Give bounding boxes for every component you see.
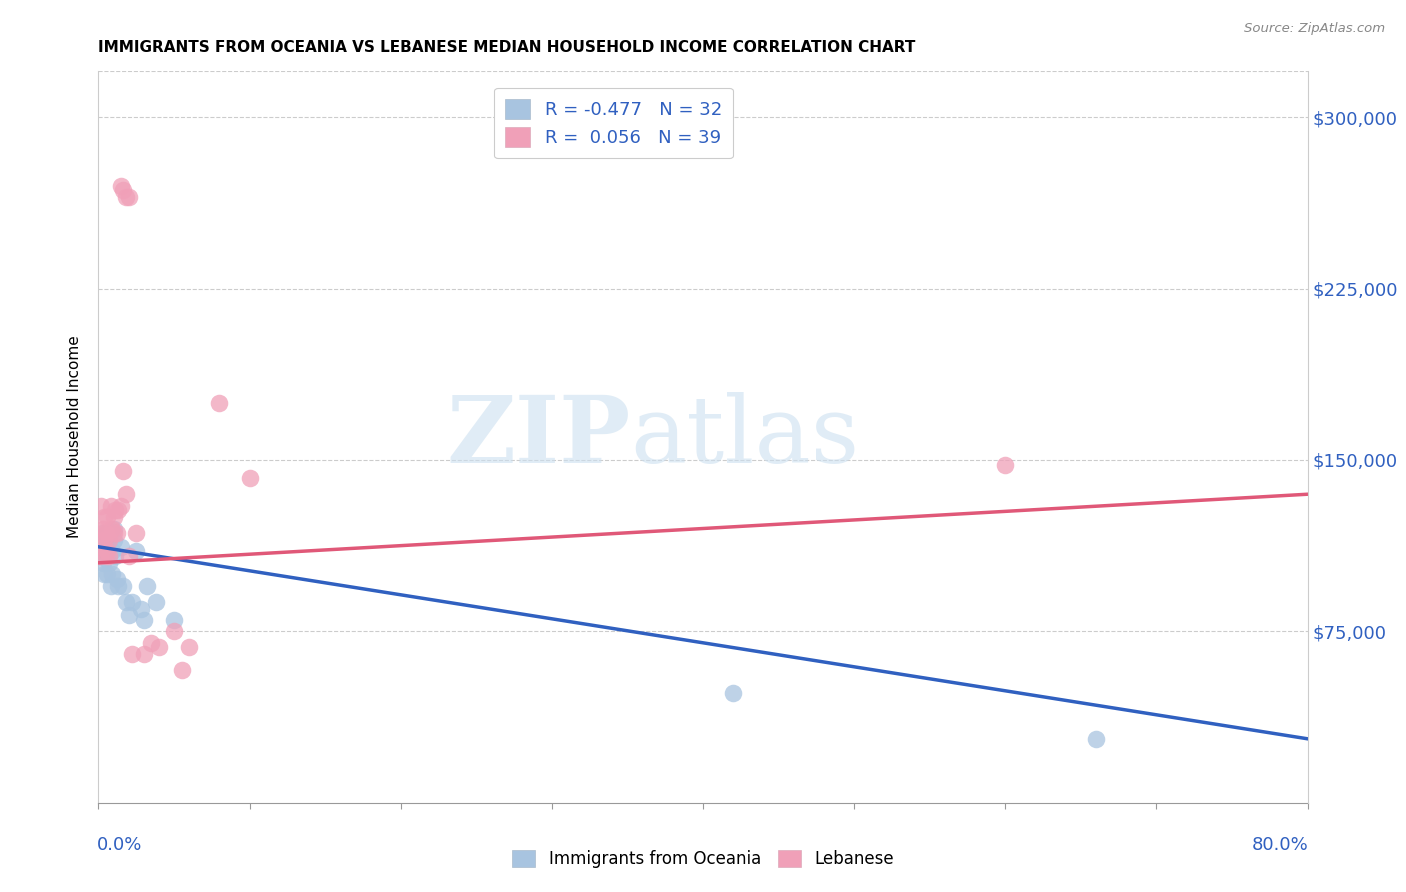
Point: [101, 567, 124, 582]
Point: [89, 549, 111, 563]
Point: [104, 503, 127, 517]
Point: [994, 458, 1017, 472]
Point: [89, 549, 111, 563]
Point: [101, 521, 124, 535]
Point: [98, 526, 121, 541]
Point: [121, 647, 143, 661]
Point: [94, 526, 117, 541]
Point: [141, 636, 163, 650]
Point: [90, 540, 112, 554]
Text: Source: ZipAtlas.com: Source: ZipAtlas.com: [1244, 22, 1385, 36]
Point: [90, 499, 112, 513]
Point: [111, 183, 134, 197]
Point: [103, 521, 125, 535]
Point: [118, 608, 141, 623]
Point: [91, 521, 114, 535]
Point: [96, 540, 118, 554]
Point: [208, 396, 231, 410]
Y-axis label: Median Household Income: Median Household Income: [67, 335, 83, 539]
Point: [101, 544, 124, 558]
Point: [110, 178, 132, 193]
Point: [91, 556, 114, 570]
Point: [105, 526, 128, 541]
Point: [105, 572, 128, 586]
Text: 0.0%: 0.0%: [97, 836, 142, 854]
Point: [94, 549, 117, 563]
Point: [125, 526, 148, 541]
Point: [132, 647, 155, 661]
Point: [98, 549, 121, 563]
Point: [118, 190, 141, 204]
Point: [100, 499, 122, 513]
Point: [91, 540, 114, 554]
Point: [239, 471, 262, 485]
Point: [94, 533, 117, 547]
Point: [96, 567, 118, 582]
Point: [111, 464, 134, 478]
Point: [94, 549, 117, 563]
Point: [163, 624, 186, 639]
Point: [103, 533, 125, 547]
Point: [125, 544, 148, 558]
Point: [103, 510, 125, 524]
Point: [129, 601, 152, 615]
Point: [91, 526, 114, 541]
Point: [111, 579, 134, 593]
Point: [118, 549, 141, 563]
Point: [107, 503, 129, 517]
Point: [96, 544, 118, 558]
Point: [110, 540, 132, 554]
Legend: Immigrants from Oceania, Lebanese: Immigrants from Oceania, Lebanese: [505, 844, 901, 875]
Text: IMMIGRANTS FROM OCEANIA VS LEBANESE MEDIAN HOUSEHOLD INCOME CORRELATION CHART: IMMIGRANTS FROM OCEANIA VS LEBANESE MEDI…: [98, 40, 915, 55]
Point: [100, 579, 122, 593]
Point: [1085, 731, 1108, 746]
Point: [114, 594, 136, 608]
Text: atlas: atlas: [630, 392, 859, 482]
Point: [98, 533, 121, 547]
Point: [163, 613, 186, 627]
Point: [93, 533, 115, 547]
Point: [114, 487, 136, 501]
Point: [96, 510, 118, 524]
Point: [107, 579, 129, 593]
Point: [93, 567, 115, 582]
Point: [114, 190, 136, 204]
Point: [104, 549, 127, 563]
Point: [145, 594, 167, 608]
Point: [170, 663, 193, 677]
Point: [103, 526, 125, 541]
Text: 80.0%: 80.0%: [1251, 836, 1309, 854]
Point: [148, 640, 170, 655]
Point: [121, 594, 143, 608]
Text: ZIP: ZIP: [446, 392, 630, 482]
Point: [98, 556, 121, 570]
Point: [723, 686, 745, 700]
Point: [132, 613, 155, 627]
Point: [93, 510, 115, 524]
Point: [135, 579, 157, 593]
Point: [90, 526, 112, 541]
Point: [179, 640, 201, 655]
Point: [110, 499, 132, 513]
